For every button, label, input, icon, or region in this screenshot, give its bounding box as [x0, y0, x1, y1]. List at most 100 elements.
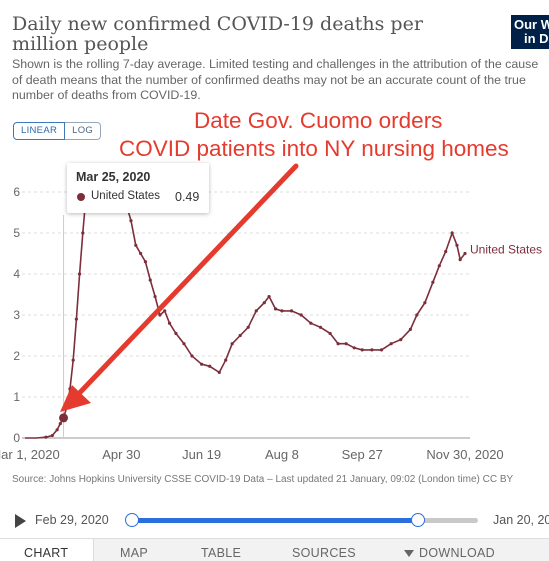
data-point [81, 231, 85, 235]
data-point [217, 370, 221, 374]
y-tick-labels: 0 1 2 3 4 5 6 [13, 185, 20, 445]
data-point [148, 278, 152, 282]
data-point [280, 309, 284, 313]
owid-logo[interactable]: Our W in Da [511, 15, 549, 49]
timeline-end-handle[interactable] [410, 513, 425, 527]
tab-sources[interactable]: SOURCES [292, 546, 356, 560]
tab-map[interactable]: MAP [120, 546, 148, 560]
data-point [370, 348, 374, 352]
tooltip-date: Mar 25, 2020 [76, 170, 151, 184]
data-point [450, 231, 454, 235]
source-note: Source: Johns Hopkins University CSSE CO… [12, 474, 514, 485]
timeline-start-handle[interactable] [125, 513, 139, 527]
data-point [134, 243, 138, 247]
data-point [415, 313, 419, 317]
data-point [273, 307, 278, 311]
tab-chart[interactable]: CHART [0, 539, 94, 561]
data-point [455, 243, 459, 247]
play-icon[interactable] [15, 514, 26, 528]
data-point [208, 364, 212, 368]
y-tick-label: 2 [13, 349, 20, 363]
data-point [458, 258, 462, 262]
tab-download[interactable]: DOWNLOAD [404, 539, 495, 561]
data-point [437, 264, 441, 268]
tooltip-series-dot [77, 193, 85, 201]
data-point [463, 251, 467, 256]
series-label-united-states: United States [470, 243, 542, 257]
data-point [444, 249, 448, 254]
download-icon [404, 550, 414, 558]
tab-bar: CHART MAP TABLE SOURCES DOWNLOAD [0, 538, 549, 561]
data-point [230, 342, 234, 346]
data-point [431, 280, 435, 284]
tab-download-label: DOWNLOAD [419, 546, 496, 560]
data-point [58, 422, 62, 426]
data-point [262, 301, 266, 305]
data-point [246, 325, 250, 329]
data-point [399, 338, 403, 342]
data-point [143, 260, 148, 264]
y-grid [22, 191, 470, 439]
data-point [423, 301, 427, 305]
data-point [44, 435, 48, 439]
y-tick-label: 4 [13, 267, 20, 281]
tooltip-value: 0.49 [175, 190, 200, 204]
data-point [174, 331, 178, 336]
data-point [158, 313, 162, 317]
chart-subtitle: Shown is the rolling 7-day average. Limi… [12, 57, 539, 102]
data-point [289, 309, 294, 313]
data-point [344, 342, 348, 346]
data-point [352, 346, 356, 350]
logo-line-1: Our W [514, 17, 549, 32]
y-tick-label: 5 [13, 226, 20, 240]
y-tick-label: 6 [13, 185, 20, 199]
data-point [360, 348, 364, 352]
data-point [318, 325, 323, 329]
x-tick-label: Sep 27 [342, 447, 383, 462]
data-point [408, 327, 413, 331]
annotation-text-line-2: COVID patients into NY nursing homes [119, 136, 509, 161]
chart-title: Daily new confirmed COVID-19 deaths per … [12, 13, 423, 55]
tab-table[interactable]: TABLE [201, 546, 242, 560]
data-point [389, 342, 393, 346]
log-scale-button[interactable]: LOG [65, 122, 102, 140]
data-point [153, 294, 157, 299]
data-point [50, 433, 54, 438]
data-point [182, 342, 186, 346]
x-tick-label: Mar 1, 2020 [0, 447, 60, 462]
data-point [267, 294, 271, 299]
timeline-end-label: Jan 20, 20 [493, 513, 549, 527]
x-tick-label: Jun 19 [182, 447, 221, 462]
y-tick-label: 1 [13, 390, 20, 404]
data-point [129, 219, 133, 223]
data-point [167, 321, 172, 325]
series-points [44, 165, 467, 439]
data-point [379, 348, 384, 352]
x-tick-label: Aug 8 [265, 447, 299, 462]
data-point [74, 317, 78, 321]
data-point [309, 321, 313, 325]
x-tick-label: Apr 30 [102, 447, 140, 462]
annotation-text-line-1: Date Gov. Cuomo orders [194, 108, 443, 133]
data-point [224, 358, 228, 362]
data-point [200, 362, 204, 366]
x-tick-labels: Mar 1, 2020 Apr 30 Jun 19 Aug 8 Sep 27 Nov 30… [0, 447, 504, 462]
data-point [299, 313, 303, 317]
tooltip-series-name: United States [91, 190, 161, 202]
data-point [190, 354, 194, 358]
data-point [77, 272, 82, 276]
data-point [254, 309, 258, 313]
data-point [71, 358, 75, 362]
scale-toggle: LINEAR LOG [13, 122, 102, 140]
line-chart: 0 1 2 3 4 5 6 Mar 1, 2020 Apr 30 Jun 19 Aug 8 Sep … [0, 163, 542, 462]
data-point [55, 428, 59, 432]
data-tooltip: Mar 25, 2020 United States 0.49 [67, 163, 209, 213]
logo-line-2: in Da [524, 31, 549, 46]
linear-scale-button[interactable]: LINEAR [13, 122, 66, 140]
data-point [139, 251, 143, 256]
annotation-arrow-head [60, 385, 91, 412]
timeline: Feb 29, 2020 Jan 20, 20 [0, 508, 549, 534]
data-point [238, 333, 242, 338]
timeline-selected-range [132, 518, 418, 523]
data-point [336, 342, 340, 346]
